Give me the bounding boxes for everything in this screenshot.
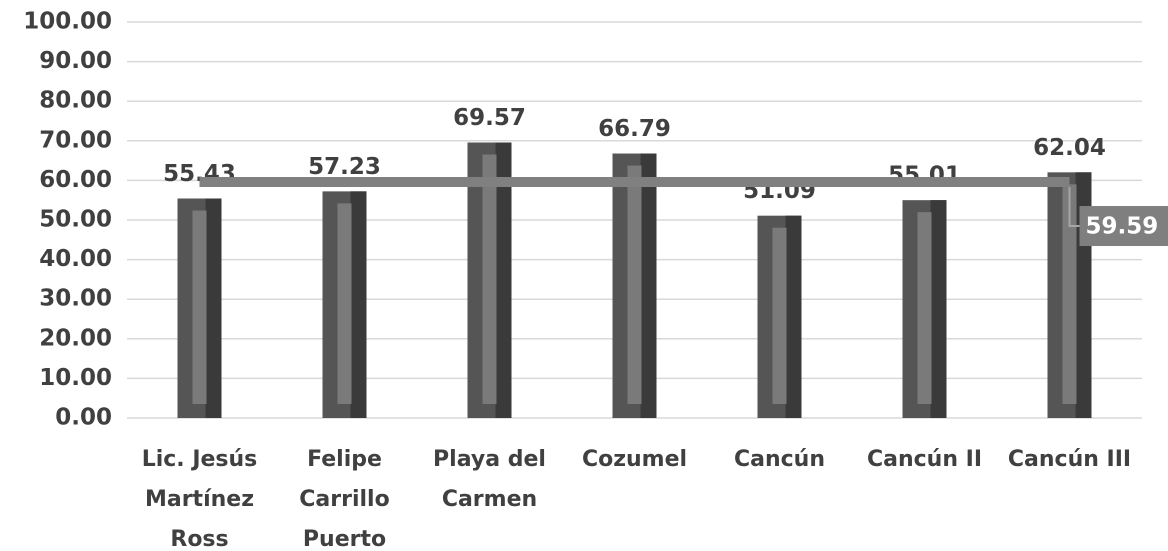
y-tick-label: 50.00 xyxy=(39,207,112,233)
x-tick-label: Lic. Jesús Martínez Ross xyxy=(141,447,258,551)
y-tick-label: 80.00 xyxy=(39,88,112,114)
x-tick-label: Cozumel xyxy=(581,447,688,472)
y-tick-label: 90.00 xyxy=(39,48,112,74)
y-tick-label: 0.00 xyxy=(55,405,112,431)
bar-shade xyxy=(495,142,512,418)
y-tick-label: 100.00 xyxy=(23,9,112,35)
average-label: 59.59 xyxy=(1086,214,1159,240)
leader-line xyxy=(1068,187,1080,228)
bar-shade xyxy=(205,198,222,418)
x-tick-label: Playa del Carmen xyxy=(433,447,546,512)
y-tick-label: 30.00 xyxy=(39,286,112,312)
bar-shade xyxy=(350,191,367,418)
bar-face xyxy=(917,212,932,404)
bar-face xyxy=(337,203,352,404)
x-tick-label: Cancún xyxy=(733,447,826,472)
x-tick-label: Cancún II xyxy=(866,447,983,472)
value-label: 66.79 xyxy=(598,116,671,142)
average-label-box xyxy=(1079,206,1168,247)
y-tick-label: 40.00 xyxy=(39,246,112,272)
bar-shade xyxy=(785,215,802,418)
bar-face xyxy=(192,210,207,404)
bar-face xyxy=(482,154,497,404)
bar-face xyxy=(772,227,787,404)
y-tick-label: 70.00 xyxy=(39,127,112,153)
x-tick-label: Cancún III xyxy=(1007,447,1132,472)
bar-face xyxy=(1062,184,1077,404)
bar-face xyxy=(627,165,642,404)
y-tick-label: 60.00 xyxy=(39,167,112,193)
y-tick-label: 20.00 xyxy=(39,325,112,351)
x-tick-label: Felipe Carrillo Puerto xyxy=(299,447,390,551)
value-label: 57.23 xyxy=(308,154,381,180)
bar-shade xyxy=(930,200,947,418)
y-tick-label: 10.00 xyxy=(39,365,112,391)
bar-shade xyxy=(640,153,657,418)
value-label: 62.04 xyxy=(1033,135,1106,161)
value-label: 69.57 xyxy=(453,105,526,131)
